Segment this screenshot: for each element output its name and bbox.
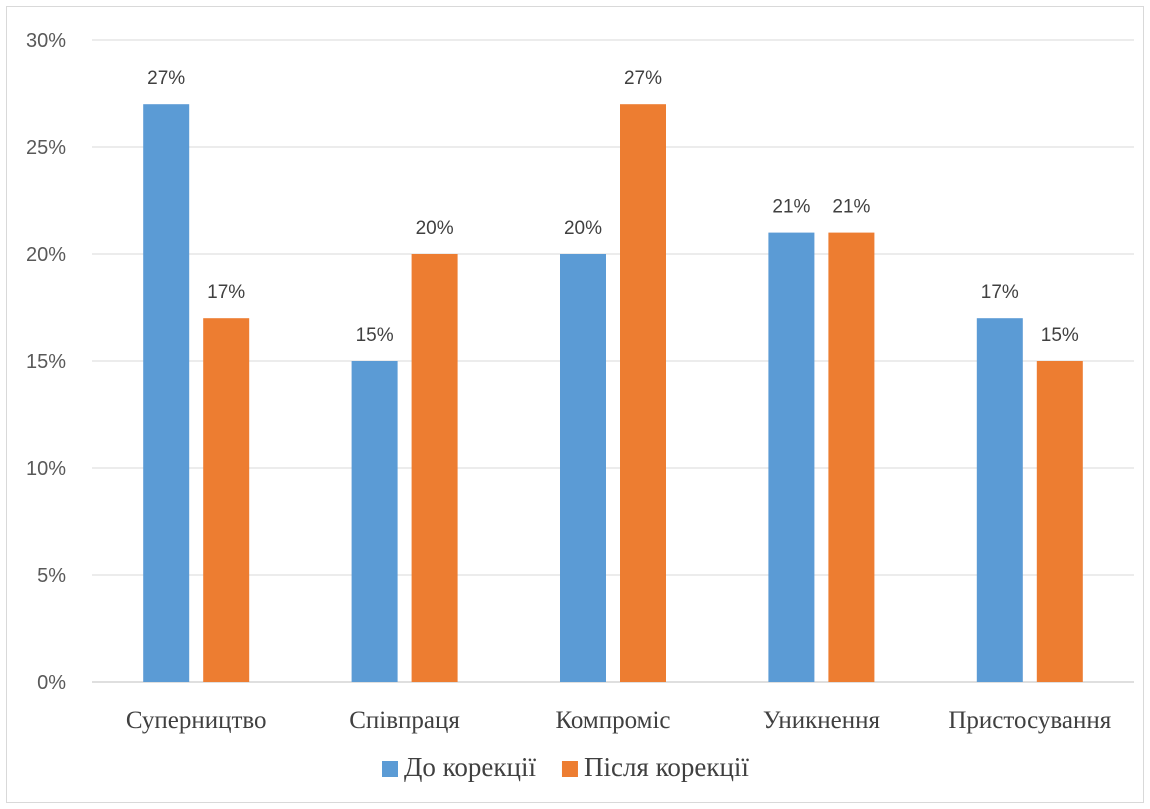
x-tick-label: Уникнення [763,707,881,734]
bar [203,318,250,682]
data-label: 17% [207,282,245,303]
bar [351,361,398,682]
y-tick-label: 15% [26,351,66,373]
x-tick-label: Суперництво [126,707,267,734]
bar [976,318,1023,682]
bar [560,254,606,682]
y-tick-label: 30% [26,30,66,52]
bar [143,104,190,682]
y-tick-label: 25% [26,137,66,159]
y-tick-label: 10% [26,458,66,480]
bar [768,232,815,682]
data-label: 15% [1041,325,1079,346]
legend-swatch [382,761,398,777]
bar [828,232,875,682]
legend-label: До корекції [404,752,536,782]
data-label: 21% [772,197,810,218]
data-label: 15% [356,325,394,346]
x-tick-label: Співпраця [349,707,460,734]
y-tick-label: 0% [37,672,66,694]
data-label: 27% [624,68,662,89]
bar [620,104,666,682]
bar [411,254,458,682]
x-tick-label: Пристосування [948,707,1111,734]
legend-swatch [561,761,578,777]
legend-label: Після корекції [584,752,749,782]
data-label: 21% [832,197,870,218]
y-tick-label: 20% [26,244,66,266]
y-tick-label: 5% [37,565,66,587]
data-label: 20% [564,218,602,239]
data-label: 27% [147,68,185,89]
bar [1036,361,1083,682]
x-tick-label: Компроміс [555,707,670,734]
data-label: 17% [981,282,1019,303]
data-label: 20% [416,218,454,239]
